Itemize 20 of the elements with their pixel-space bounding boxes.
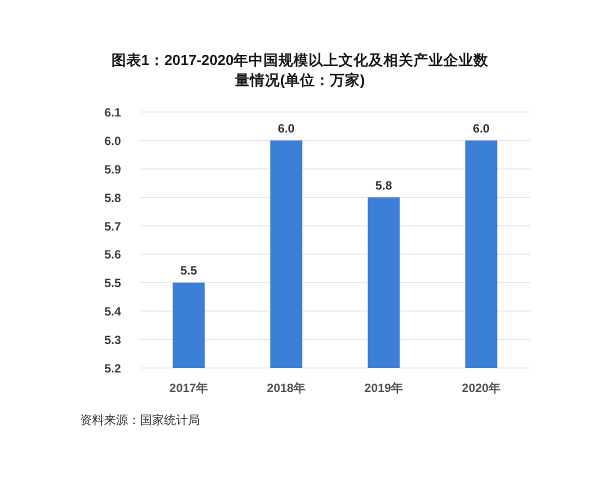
y-tick-label: 5.2 bbox=[104, 362, 122, 376]
data-label: 6.0 bbox=[278, 121, 295, 136]
y-tick-label: 5.6 bbox=[104, 248, 122, 262]
x-tick-label: 2019年 bbox=[364, 381, 404, 395]
y-tick-label: 5.7 bbox=[104, 219, 122, 234]
data-label: 6.0 bbox=[472, 121, 490, 136]
y-tick-label: 5.9 bbox=[104, 162, 122, 176]
y-tick-label: 5.5 bbox=[104, 276, 122, 290]
x-tick-label: 2020年 bbox=[462, 381, 501, 395]
data-label: 5.5 bbox=[180, 264, 198, 278]
x-tick-label: 2018年 bbox=[266, 381, 306, 395]
data-label: 5.8 bbox=[375, 178, 392, 192]
y-tick-label: 5.3 bbox=[104, 333, 122, 348]
chart-title: 图表1：2017-2020年中国规模以上文化及相关产业企业数量情况(单位：万家) bbox=[111, 52, 490, 89]
x-tick-label: 2017年 bbox=[169, 381, 208, 395]
y-tick-label: 6.1 bbox=[104, 106, 122, 120]
text: 资料来源：国家统计局 bbox=[80, 413, 200, 427]
y-tick-label: 5.8 bbox=[104, 190, 122, 205]
y-tick-label: 5.4 bbox=[104, 304, 122, 319]
y-tick-label: 6.0 bbox=[104, 134, 122, 148]
